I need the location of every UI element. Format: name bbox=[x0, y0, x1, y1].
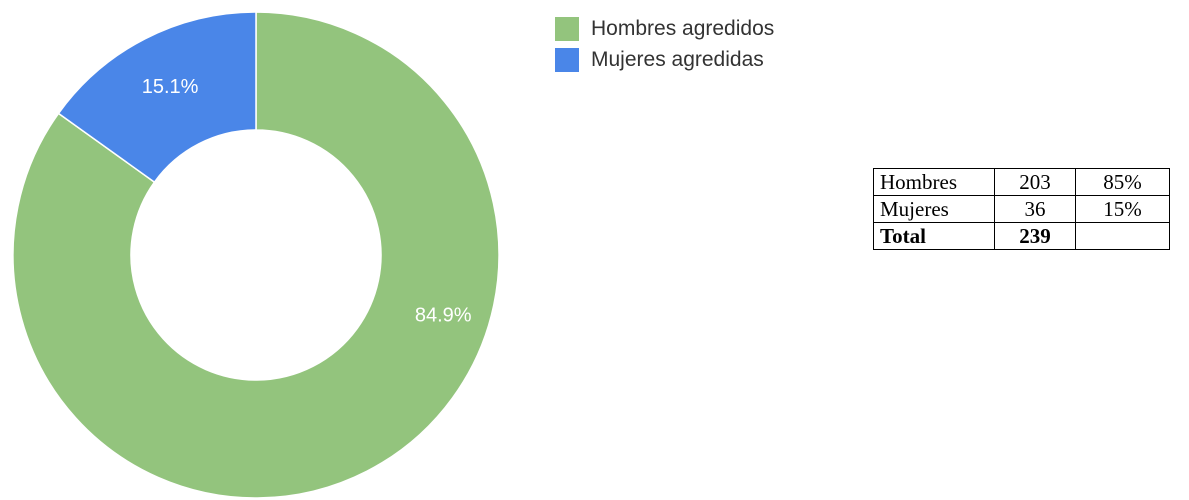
table-cell-label: Hombres bbox=[873, 168, 995, 196]
chart-legend: Hombres agredidos Mujeres agredidas bbox=[555, 14, 774, 76]
table-cell-percent bbox=[1075, 222, 1170, 250]
summary-table: Hombres 203 85% Mujeres 36 15% Total 239 bbox=[873, 168, 1170, 250]
donut-slice-hombres bbox=[12, 11, 500, 499]
donut-slice-mujeres bbox=[57, 11, 257, 184]
table-cell-label: Mujeres bbox=[873, 195, 995, 223]
table-cell-count: 239 bbox=[994, 222, 1076, 250]
table-cell-percent: 85% bbox=[1075, 168, 1170, 196]
slice-label-mujeres: 15.1% bbox=[142, 76, 199, 98]
legend-label-hombres: Hombres agredidos bbox=[591, 17, 775, 40]
legend-item-mujeres: Mujeres agredidas bbox=[555, 45, 774, 75]
legend-label-mujeres: Mujeres agredidas bbox=[591, 48, 764, 71]
legend-swatch-mujeres bbox=[555, 48, 579, 72]
legend-swatch-hombres bbox=[555, 17, 579, 41]
donut-chart: 84.9% 15.1% bbox=[12, 11, 500, 499]
table-row-mujeres: Mujeres 36 15% bbox=[873, 195, 1170, 223]
table-cell-count: 203 bbox=[994, 168, 1076, 196]
table-cell-count: 36 bbox=[994, 195, 1076, 223]
slice-label-hombres: 84.9% bbox=[415, 305, 472, 327]
table-row-hombres: Hombres 203 85% bbox=[873, 168, 1170, 196]
table-cell-percent: 15% bbox=[1075, 195, 1170, 223]
table-row-total: Total 239 bbox=[873, 222, 1170, 250]
table-cell-label: Total bbox=[873, 222, 995, 250]
legend-item-hombres: Hombres agredidos bbox=[555, 14, 774, 44]
